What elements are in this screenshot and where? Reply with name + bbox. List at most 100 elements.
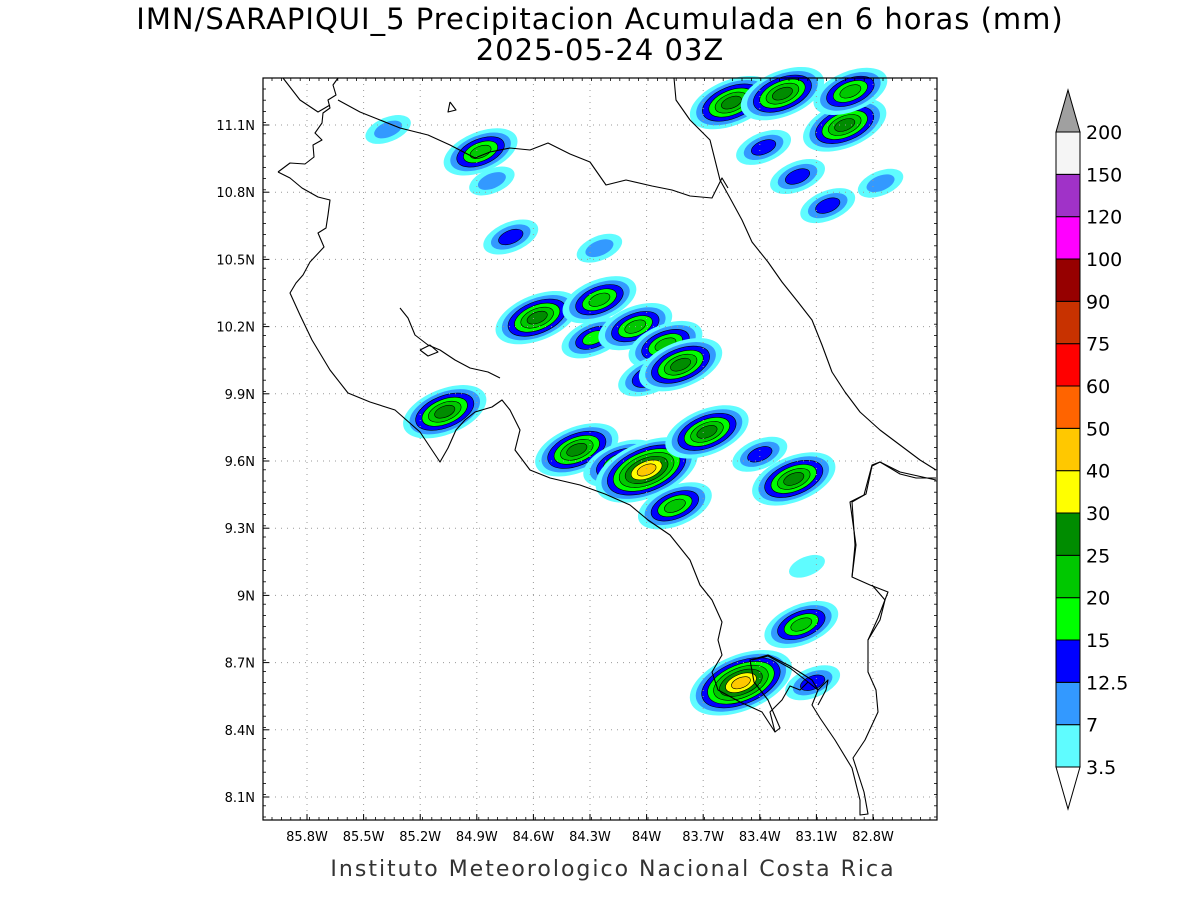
lat-tick-label: 8.1N: [225, 791, 255, 806]
lat-tick-label: 8.4N: [225, 724, 255, 739]
precipitation-cell: [764, 600, 839, 649]
map-date: 2025-05-24 03Z: [476, 33, 725, 67]
precipitation-cell: [752, 452, 836, 506]
precipitation-contour: [834, 118, 856, 132]
colorbar-swatch: [1055, 173, 1081, 218]
osa-peninsula: [751, 655, 809, 733]
lon-tick-label: 85.2W: [399, 830, 441, 845]
map-title: IMN/SARAPIQUI_5 Precipitacion Acumulada …: [136, 2, 1063, 36]
precipitation-contour: [751, 139, 777, 156]
colorbar-label: 25: [1086, 545, 1110, 567]
colorbar-label: 120: [1086, 207, 1122, 229]
precipitation-contour: [815, 197, 841, 214]
lon-tick-label: 83.7W: [682, 830, 724, 845]
nicoya-gulf-shore: [399, 307, 501, 379]
precipitation-contour: [566, 443, 588, 457]
colorbar-label: 200: [1086, 122, 1122, 144]
precipitation-cell: [813, 67, 888, 116]
colorbar-swatch: [1055, 258, 1081, 302]
precipitation-contour: [783, 472, 805, 486]
lon-tick-label: 83.1W: [795, 830, 837, 845]
colorbar-swatch: [1055, 681, 1081, 726]
colorbar-swatch: [1055, 597, 1081, 641]
bocas-coast: [867, 584, 886, 641]
lat-tick-label: 8.7N: [225, 657, 255, 672]
precipitation-cell: [469, 166, 515, 196]
lon-tick-label: 84.6W: [512, 830, 554, 845]
precipitation-contour: [477, 172, 506, 190]
precipitation-cell: [595, 437, 698, 503]
lat-tick-label: 11.1N: [216, 119, 255, 134]
nicaragua-lake-shore: [282, 77, 331, 113]
precipitation-cell: [665, 405, 749, 459]
precipitation-contour: [696, 425, 718, 439]
lon-tick-label: 84W: [632, 830, 662, 845]
colorbar-label: 90: [1086, 291, 1110, 313]
precipitation-cell: [857, 168, 904, 198]
precipitation-cell: [785, 665, 841, 701]
colorbar-high-extension: [1055, 88, 1081, 133]
colorbar-swatch: [1055, 300, 1081, 345]
colorbar-label: 30: [1086, 503, 1110, 525]
map-frame: [262, 77, 938, 821]
precipitation-cell: [637, 482, 712, 530]
colorbar-swatch: [1055, 470, 1081, 514]
panama-border: [851, 461, 937, 578]
precipitation-contour: [866, 174, 895, 193]
colorbar-label: 3.5: [1086, 757, 1116, 779]
lat-tick-label: 9N: [237, 589, 255, 604]
coastlines-and-borders: [277, 77, 937, 816]
precipitation-contour: [585, 239, 614, 258]
lat-tick-label: 10.2N: [216, 321, 255, 336]
colorbar-label: 40: [1086, 461, 1110, 483]
colorbar-swatch: [1055, 427, 1081, 472]
precipitation-cell: [495, 290, 579, 345]
colorbar-label: 50: [1086, 418, 1110, 440]
colorbar-swatch: [1055, 512, 1081, 556]
lat-tick-label: 10.5N: [216, 253, 255, 268]
colorbar-label: 7: [1086, 715, 1098, 737]
precipitation-contour: [636, 463, 657, 477]
precipitation-contour: [772, 86, 793, 101]
map-grid: [263, 78, 937, 820]
lon-tick-label: 84.3W: [569, 830, 611, 845]
colorbar-label: 60: [1086, 376, 1110, 398]
precipitation-contour: [790, 617, 813, 632]
precipitation-contour: [788, 554, 825, 578]
colorbar-swatch: [1055, 639, 1081, 683]
colorbar-label: 150: [1086, 164, 1122, 186]
colorbar-low-extension: [1055, 766, 1081, 811]
precipitation-contour: [785, 168, 811, 185]
precipitation-cell: [443, 128, 518, 176]
lon-tick-label: 85.5W: [343, 830, 385, 845]
map-plot-area: [262, 66, 938, 821]
colorbar-swatch: [1055, 131, 1081, 175]
precipitation-contour: [664, 498, 686, 513]
lat-tick-label: 9.6N: [225, 455, 255, 470]
colorbar-swatch: [1055, 385, 1081, 429]
precipitation-contour: [731, 676, 751, 690]
precipitation-contour: [434, 404, 456, 419]
colorbar-swatch: [1055, 554, 1081, 599]
colorbar-label: 100: [1086, 249, 1122, 271]
precipitation-contour: [498, 228, 524, 246]
lon-tick-label: 85.8W: [286, 830, 328, 845]
colorbar-label: 20: [1086, 588, 1110, 610]
precipitation-cell: [483, 219, 539, 255]
precipitation-cell: [800, 188, 856, 224]
colorbar-label: 15: [1086, 630, 1110, 652]
colorbar-swatch: [1055, 216, 1081, 260]
lon-tick-label: 84.9W: [456, 830, 498, 845]
precipitation-contour: [839, 84, 862, 99]
pacific-coastline-north: [277, 77, 339, 173]
precipitation-layer: [365, 66, 904, 716]
lon-tick-label: 82.8W: [852, 830, 894, 845]
lat-tick-label: 9.9N: [225, 388, 255, 403]
precipitation-contour: [588, 292, 611, 307]
colorbar-swatch: [1055, 343, 1081, 387]
precipitation-contour: [721, 95, 742, 110]
precipitation-contour: [747, 446, 773, 463]
colorbar: 3.5 7 12.5 15 20 25 30 40 50 60 75 90 100 120 150 200: [1055, 88, 1128, 811]
golfo-dulce-shore: [807, 679, 829, 706]
pacific-coastline-guanacaste: [277, 171, 936, 816]
